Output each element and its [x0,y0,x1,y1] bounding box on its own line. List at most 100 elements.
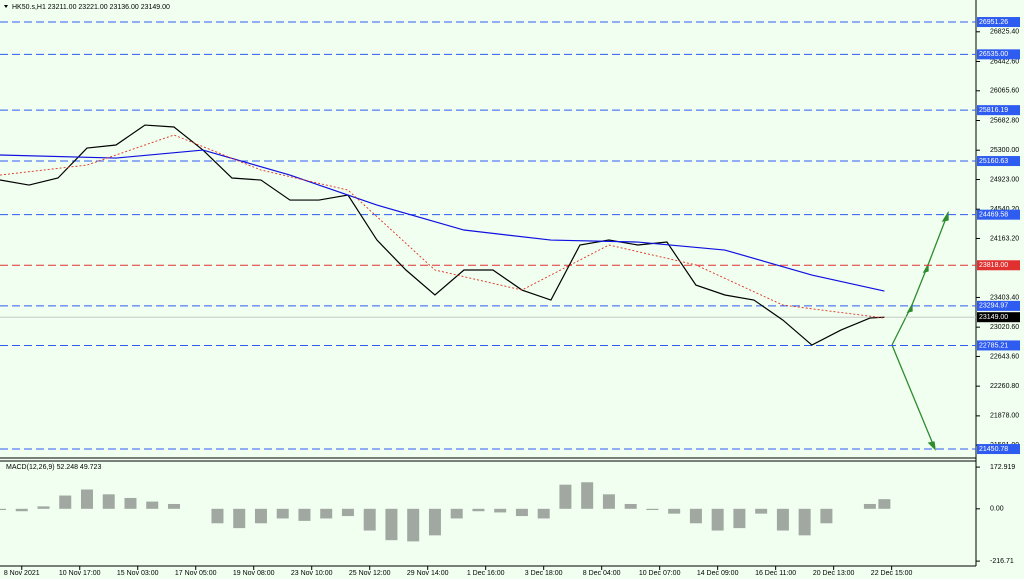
y-tick-label: 25682.80 [990,117,1019,124]
y-tick-label: 24540.20 [990,206,1019,213]
price-label: 25160.63 [979,158,1008,165]
y-tick-label: 172.919 [990,464,1015,471]
price-label-box [977,444,1020,455]
price-label-box [977,340,1020,351]
histogram-bar [878,499,891,509]
x-tick-label: 16 Dec 11:00 [755,570,796,577]
histogram-bar [646,508,659,511]
histogram-bar [798,508,811,536]
histogram-bar [494,508,507,513]
histogram-bar [559,484,572,509]
histogram-bar [515,508,528,517]
price-label-box [977,300,1020,311]
chart-title: HK50.s,H1 23211.00 23221.00 23136.00 231… [12,4,170,11]
price-label: 24469.58 [979,212,1008,219]
histogram-bar [80,489,93,509]
price-label: 26535.00 [979,51,1008,58]
y-tick-label: 22643.60 [990,353,1019,360]
price-label: 23294.97 [979,303,1008,310]
price-label-box [977,156,1020,167]
histogram-bar [320,508,333,519]
price-label: 21450.78 [979,446,1008,453]
y-tick-label: 24923.00 [990,176,1019,183]
histogram-bar [37,506,50,509]
histogram-bar [124,497,137,509]
histogram-bar [211,508,224,524]
histogram-bar [428,508,441,536]
y-tick-label: 26065.60 [990,88,1019,95]
histogram-bar [755,508,768,514]
x-tick-label: 25 Nov 12:00 [349,570,391,577]
histogram-bar [15,508,28,512]
y-tick-label: 23403.40 [990,294,1019,301]
histogram-bar [472,508,485,512]
x-tick-label: 14 Dec 09:00 [697,570,739,577]
histogram-bar [776,508,789,531]
forecast-arrows [891,210,949,451]
histogram-bar [711,508,724,531]
histogram-bar [167,503,180,509]
plot-layer: 26825.40 26442.60 26065.60 25682.80 25300.00… [0,17,1020,577]
histogram-bar [668,508,681,514]
price-label-box [977,49,1020,60]
x-tick-label: 10 Dec 07:00 [639,570,681,577]
histogram-bar [407,508,420,542]
x-tick-label: 10 Nov 17:00 [59,570,101,577]
y-tick-label: 25300.00 [990,147,1019,154]
histogram-bar [363,508,376,531]
histogram-bar [276,508,289,519]
price-label: 23149.00 [979,314,1008,321]
histogram-bar [602,494,615,509]
histogram-bar [233,508,246,529]
histogram-bar [733,508,746,529]
x-tick-label: 22 Dec 15:00 [871,570,913,577]
y-tick-label: 26825.40 [990,29,1019,36]
x-tick-label: 29 Nov 14:00 [407,570,449,577]
y-tick-label: 26442.60 [990,58,1019,65]
histogram-bar [450,508,463,519]
x-tick-label: 23 Nov 10:00 [291,570,333,577]
price-label-box [977,17,1020,28]
x-tick-label: 8 Nov 2021 [4,570,40,577]
series-line [0,149,885,292]
series-line [0,134,885,319]
y-tick-label: 21878.00 [990,413,1019,420]
x-tick-label: 3 Dec 18:00 [525,570,563,577]
histogram-bar [820,508,833,524]
y-tick-label: 23020.60 [990,324,1019,331]
x-tick-label: 20 Dec 13:00 [813,570,855,577]
y-tick-label: 0.00 [990,506,1004,513]
histogram-bar [863,503,876,509]
price-label: 25816.19 [979,107,1008,114]
price-label: 22785.21 [979,342,1008,349]
histogram-bar [624,503,637,509]
price-label-box [977,312,1020,323]
y-tick-label: 24163.20 [990,235,1019,242]
price-label: 26951.26 [979,19,1008,26]
x-tick-label: 15 Nov 03:00 [117,570,159,577]
histogram-bar [59,495,72,509]
x-tick-label: 8 Dec 04:00 [583,570,621,577]
histogram-bar [146,501,159,509]
menu-icon[interactable] [4,5,8,8]
y-tick-label: 22260.80 [990,383,1019,390]
histogram-bar [689,508,702,524]
indicator-title: MACD(12,26,9) 52.248 49.723 [6,464,101,471]
x-tick-label: 19 Nov 08:00 [233,570,275,577]
histogram-bar [341,508,354,517]
histogram-bar [102,494,115,509]
series-line [0,124,885,346]
histogram-bar [537,508,550,519]
x-tick-label: 17 Nov 05:00 [175,570,217,577]
price-label-box [977,105,1020,116]
price-label: 23818.00 [979,262,1008,269]
x-tick-label: 1 Dec 16:00 [467,570,505,577]
histogram-bar [385,508,398,541]
price-label-box [977,209,1020,220]
y-tick-label: -216.71 [990,558,1014,565]
histogram-bar [0,508,6,511]
histogram-bar [581,482,594,509]
histogram-bar [298,508,311,521]
